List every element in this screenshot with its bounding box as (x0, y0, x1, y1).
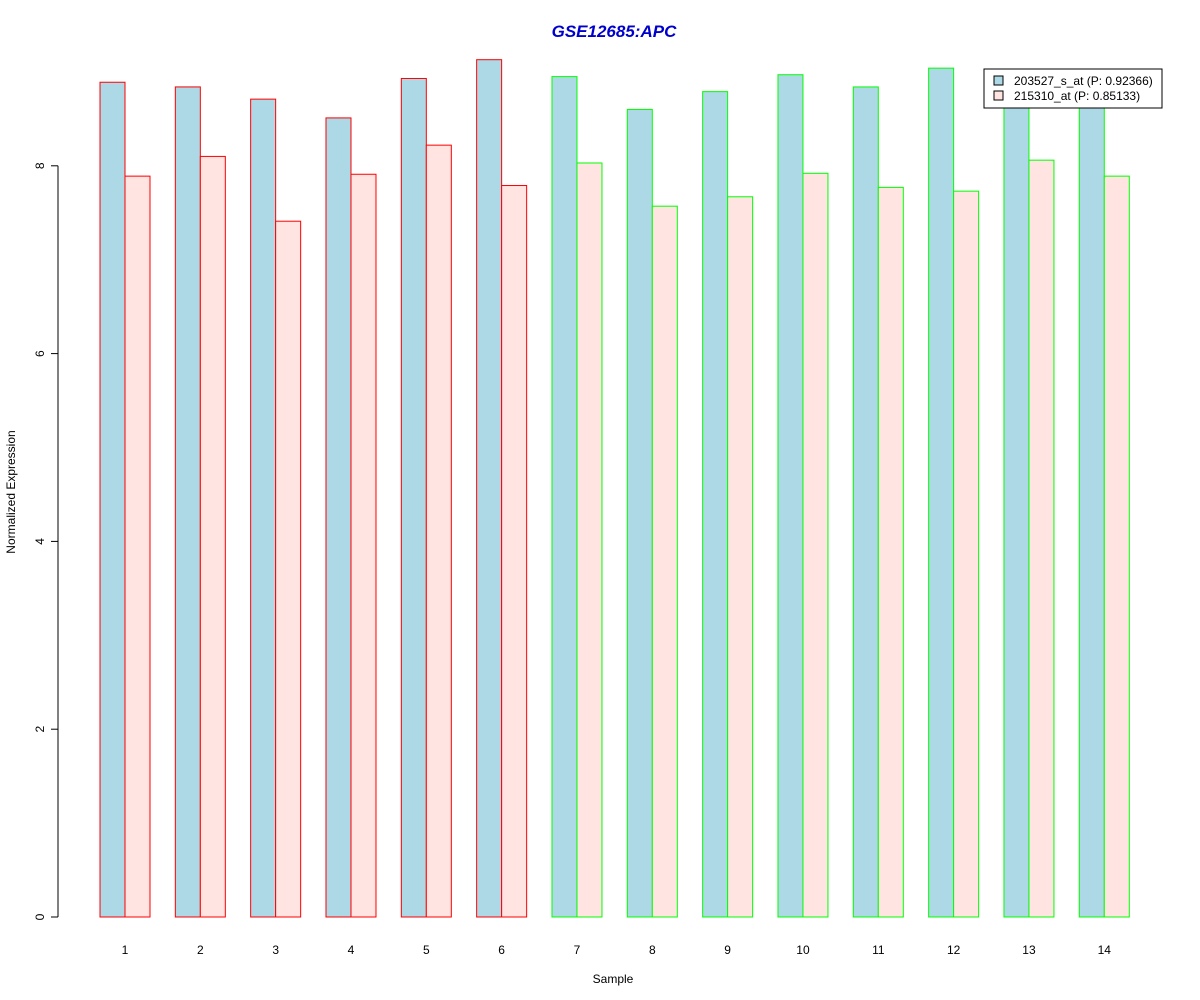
legend-swatch (993, 90, 1004, 101)
bar-sample-13-series-1 (1003, 104, 1030, 918)
y-axis: 0 2 4 6 8 (33, 162, 59, 920)
bars-layer (99, 59, 1130, 918)
legend: 203527_s_at (P: 0.92366)215310_at (P: 0.… (983, 68, 1163, 109)
bar-sample-9-series-1 (702, 91, 729, 918)
bar-sample-7-series-2 (576, 162, 603, 918)
bar-sample-10-series-1 (777, 74, 804, 918)
x-tick-label: 6 (498, 943, 505, 957)
bar-sample-9-series-2 (727, 196, 754, 918)
bar-sample-6-series-1 (476, 59, 503, 918)
legend-entry: 203527_s_at (P: 0.92366) (1014, 74, 1153, 88)
x-tick-label: 14 (1098, 943, 1112, 957)
bar-sample-14-series-2 (1103, 175, 1130, 918)
y-tick-label: 0 (33, 913, 47, 920)
y-tick-label: 8 (33, 162, 47, 169)
x-tick-label: 4 (348, 943, 355, 957)
bar-sample-4-series-2 (350, 173, 377, 918)
y-axis-label: Normalized Expression (4, 430, 18, 553)
bar-sample-5-series-2 (425, 144, 452, 918)
x-tick-label: 13 (1022, 943, 1036, 957)
bar-sample-4-series-1 (325, 117, 352, 918)
x-tick-label: 1 (122, 943, 129, 957)
x-tick-label: 8 (649, 943, 656, 957)
legend-box (983, 68, 1163, 109)
x-tick-label: 5 (423, 943, 430, 957)
bar-sample-1-series-2 (124, 175, 151, 918)
legend-swatch (993, 75, 1004, 86)
y-tick-label: 2 (33, 726, 47, 733)
x-tick-label: 2 (197, 943, 204, 957)
bar-sample-3-series-2 (275, 220, 302, 918)
x-tick-label: 9 (724, 943, 731, 957)
bar-sample-5-series-1 (400, 77, 427, 918)
y-tick-label: 4 (33, 538, 47, 545)
x-axis-label: Sample (593, 972, 634, 986)
x-tick-label: 12 (947, 943, 961, 957)
bar-sample-14-series-1 (1078, 106, 1105, 918)
bar-sample-7-series-1 (551, 76, 578, 918)
bar-sample-3-series-1 (250, 98, 277, 918)
x-tick-label: 7 (574, 943, 581, 957)
x-axis: 1 2 3 4 5 6 7 8 9 10 11 12 13 14 (122, 943, 1112, 957)
x-tick-label: 10 (796, 943, 810, 957)
y-tick-label: 6 (33, 350, 47, 357)
bar-sample-2-series-1 (174, 86, 201, 918)
x-tick-label: 11 (872, 943, 885, 957)
bar-sample-12-series-2 (953, 190, 980, 918)
bar-sample-11-series-1 (852, 86, 879, 918)
bar-sample-6-series-2 (501, 185, 528, 918)
chart-title: GSE12685:APC (552, 22, 677, 41)
bar-sample-1-series-1 (99, 81, 126, 918)
bar-sample-8-series-1 (626, 108, 653, 918)
bar-sample-8-series-2 (651, 205, 678, 918)
x-tick-label: 3 (272, 943, 279, 957)
bar-sample-10-series-2 (802, 172, 829, 918)
bar-sample-13-series-2 (1028, 159, 1055, 918)
bar-sample-2-series-2 (199, 155, 226, 918)
bar-sample-11-series-2 (877, 186, 904, 918)
legend-entry: 215310_at (P: 0.85133) (1014, 89, 1140, 103)
bar-sample-12-series-1 (928, 67, 955, 918)
